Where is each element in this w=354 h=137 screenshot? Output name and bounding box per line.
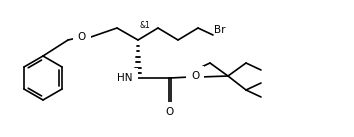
Text: O: O [191,71,199,81]
Text: HN: HN [118,73,133,83]
Text: O: O [166,107,174,117]
Text: O: O [78,32,86,42]
Text: &1: &1 [139,22,150,31]
Text: Br: Br [214,25,225,35]
